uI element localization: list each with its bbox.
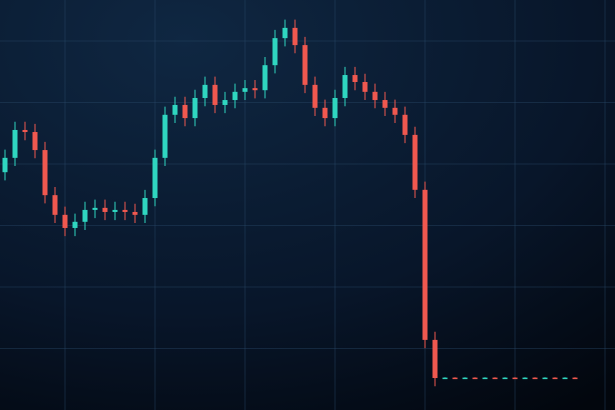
candle-body bbox=[492, 377, 498, 380]
candle-body bbox=[422, 189, 428, 340]
candle-body bbox=[392, 107, 398, 115]
candle-body bbox=[222, 100, 228, 105]
candle-body bbox=[432, 339, 438, 379]
candle-body bbox=[452, 377, 458, 380]
candle-body bbox=[442, 377, 448, 380]
candle-body bbox=[12, 129, 18, 158]
candle-body bbox=[552, 377, 558, 380]
candle-body bbox=[402, 114, 408, 135]
candle-body bbox=[502, 377, 508, 380]
candle-body bbox=[562, 377, 568, 380]
candle-body bbox=[322, 107, 328, 119]
candle-body bbox=[142, 198, 148, 215]
candle-body bbox=[52, 195, 58, 215]
candle-body bbox=[272, 38, 278, 66]
candle-body bbox=[92, 207, 98, 210]
candle-body bbox=[112, 209, 118, 212]
candle-body bbox=[162, 114, 168, 158]
candle-body bbox=[42, 150, 48, 196]
candle-body bbox=[72, 221, 78, 228]
candle-body bbox=[312, 84, 318, 108]
candle-body bbox=[262, 65, 268, 91]
candle-body bbox=[362, 82, 368, 92]
candle-body bbox=[302, 45, 308, 85]
candle-body bbox=[212, 84, 218, 105]
candle-body bbox=[252, 88, 258, 91]
candle-body bbox=[62, 214, 68, 228]
candle-body bbox=[412, 134, 418, 190]
candle-body bbox=[542, 377, 548, 380]
candle-body bbox=[342, 75, 348, 98]
candle-body bbox=[172, 104, 178, 115]
candle-body bbox=[572, 377, 578, 380]
candle-body bbox=[332, 97, 338, 119]
candle-body bbox=[472, 377, 478, 380]
candle-body bbox=[532, 377, 538, 380]
candle-body bbox=[82, 209, 88, 222]
candle-body bbox=[512, 377, 518, 380]
candle-body bbox=[382, 100, 388, 108]
candle-body bbox=[152, 157, 158, 199]
candle-body bbox=[522, 377, 528, 380]
candle-body bbox=[182, 104, 188, 119]
candle-body bbox=[242, 88, 248, 92]
candle-body bbox=[192, 97, 198, 119]
candle-body bbox=[232, 91, 238, 101]
candle-body bbox=[372, 91, 378, 101]
candle-body bbox=[202, 84, 208, 98]
candle-body bbox=[462, 377, 468, 380]
candle-body bbox=[32, 132, 38, 151]
candle-body bbox=[352, 75, 358, 82]
candle-body bbox=[122, 209, 128, 212]
candle-body bbox=[2, 157, 8, 173]
candle-body bbox=[282, 27, 288, 39]
candle-body bbox=[482, 377, 488, 380]
candle-body bbox=[292, 27, 298, 46]
candle-body bbox=[132, 211, 138, 215]
candle-body bbox=[22, 129, 28, 133]
candle-body bbox=[102, 207, 108, 212]
